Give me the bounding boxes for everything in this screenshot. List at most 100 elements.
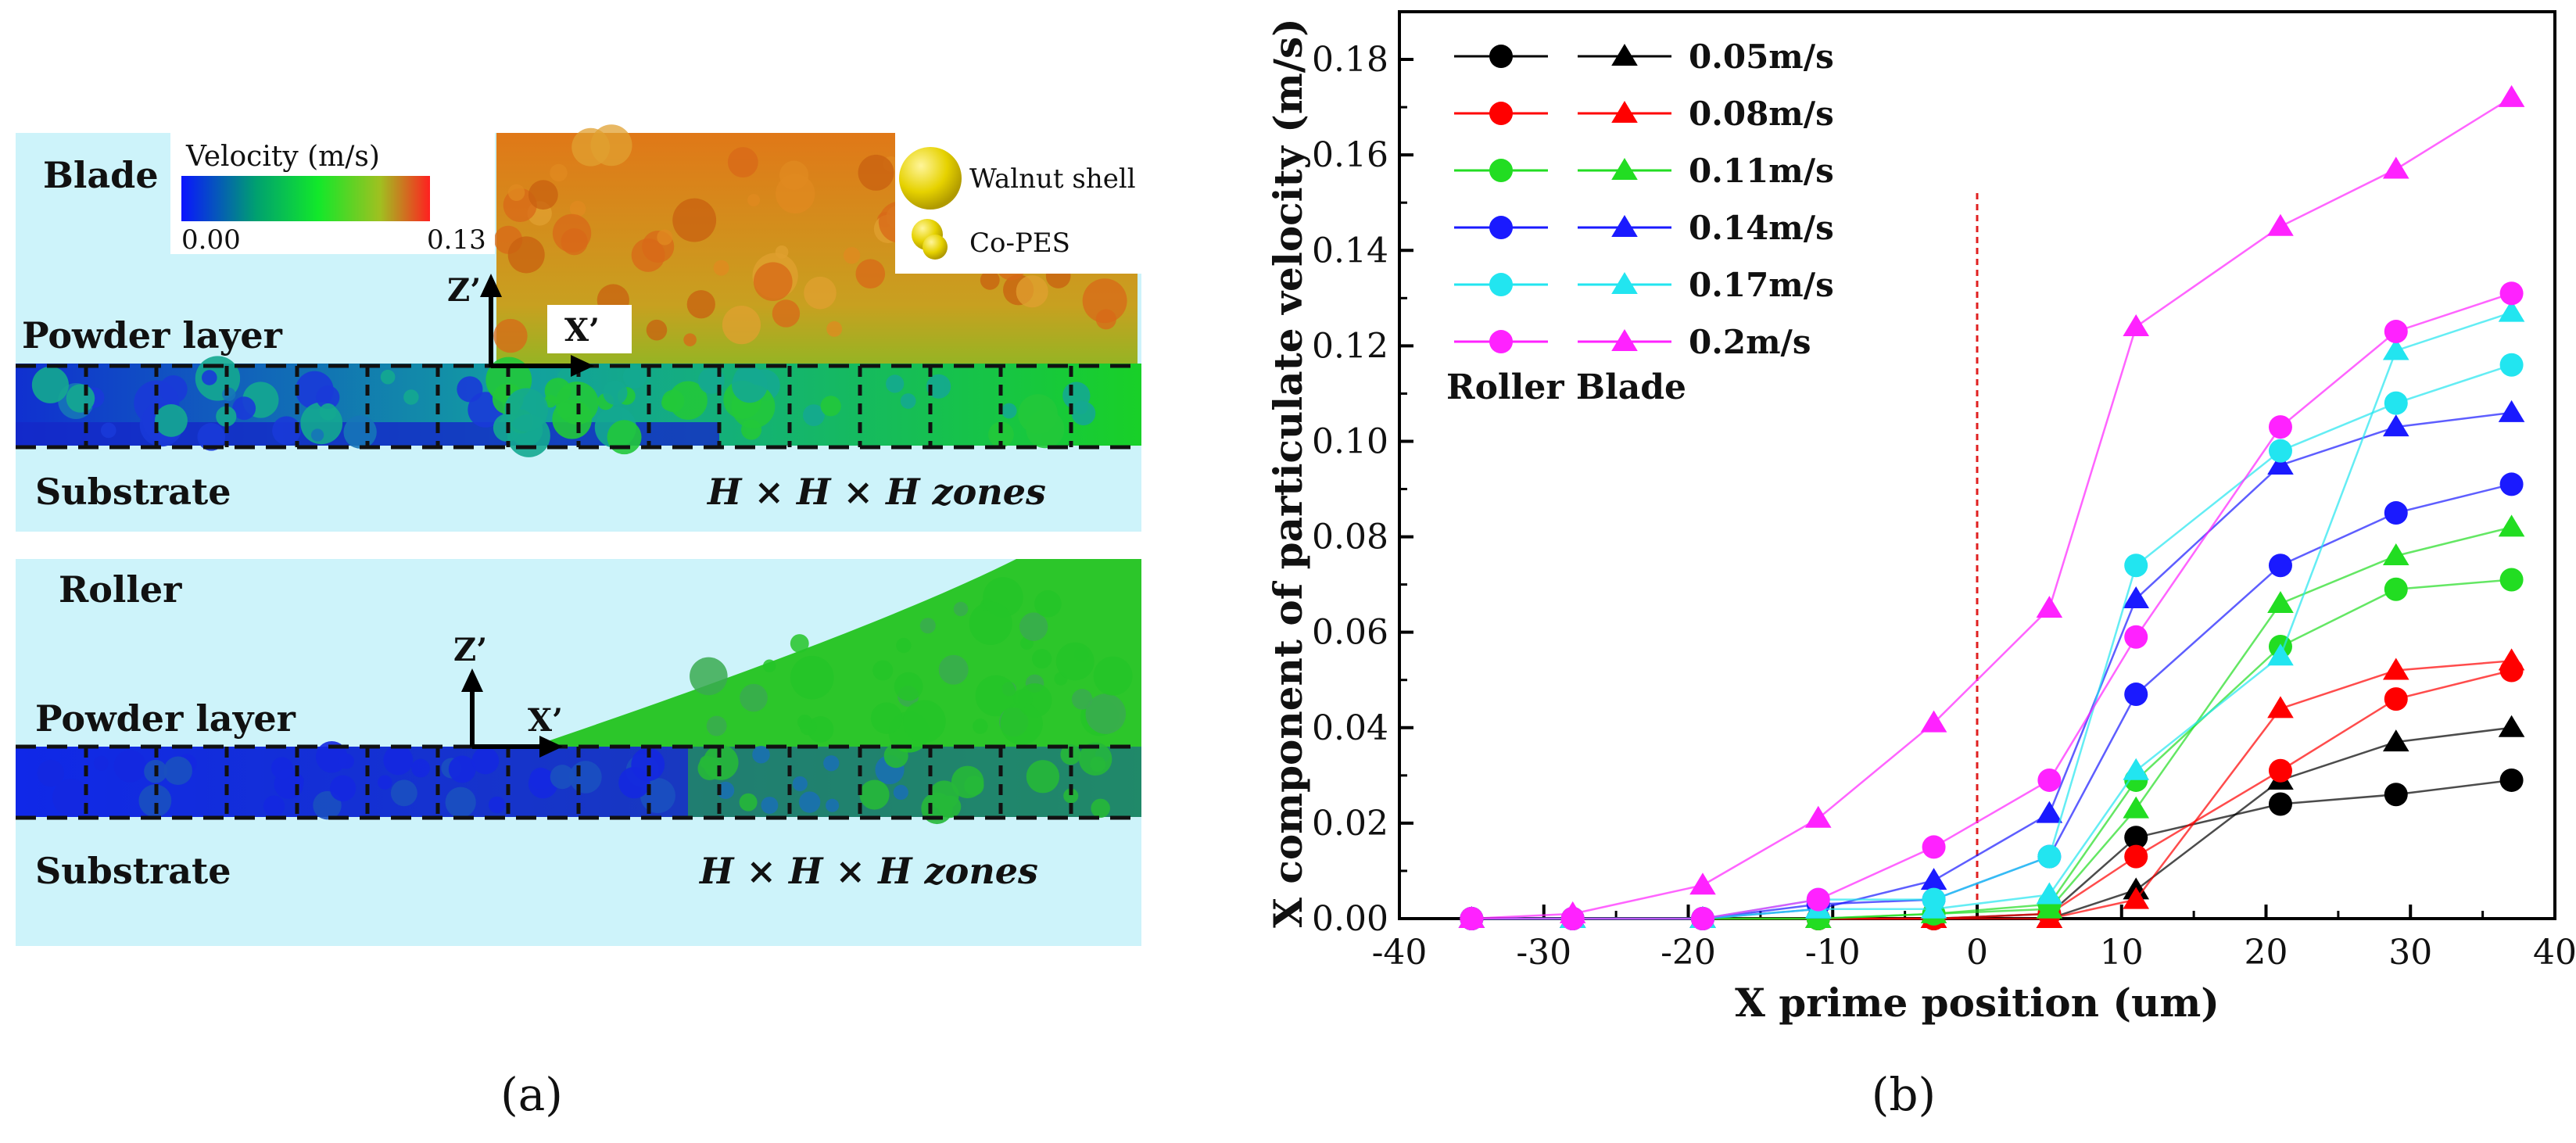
roller-particle [739,793,758,812]
blade-particle [403,389,419,405]
blade-block-particle [657,229,673,245]
blade-block-particle [727,147,758,178]
roller-wedge-particle [1085,693,1127,734]
roller-particle [761,797,779,815]
legend-label: 0.08m/s [1689,95,1834,133]
data-point-circle [2037,844,2062,869]
data-point-triangle [2036,882,2063,905]
blade-particle [544,378,571,404]
legend-marker-circle [1489,45,1513,69]
blade-block-particle [776,174,815,214]
series-0-05m-s-roller [1460,768,2524,930]
blade-particle [803,404,825,427]
y-tick-label: 0.04 [1312,708,1388,748]
data-point-circle [2384,501,2408,525]
legend-marker-triangle [1611,215,1638,238]
series-line [1471,660,2512,920]
blade-particle [661,395,677,411]
data-point-circle [1922,835,1946,859]
blade-zone-dividers [84,366,1073,447]
blade-particle [222,387,236,401]
roller-particle [1063,788,1079,804]
blade-powder-layer-label: Powder layer [22,314,283,357]
data-point-triangle [2382,338,2409,360]
copes-label: Co-PES [969,228,1070,259]
roller-particle [163,756,192,786]
roller-powder-layer-label: Powder layer [35,697,296,740]
blade-particle [159,375,188,403]
legend-entry: 0.11m/s [1454,152,1834,190]
legend-label: 0.11m/s [1689,152,1834,190]
series-0-14m-s-roller [1460,472,2524,930]
series-line [1471,579,2512,920]
roller-zone-dividers [84,747,1073,818]
blade-particle [668,381,708,420]
roller-wedge-particle [1055,642,1095,681]
roller-particle [938,795,962,819]
blade-block-particle [552,213,592,253]
roller-title: Roller [59,568,182,611]
roller-x-axis-label: X’ [528,702,563,739]
plot-frame [1398,10,2556,920]
data-point-triangle [2123,586,2150,608]
x-tick-label: -10 [1805,933,1861,973]
roller-particle [717,781,735,799]
data-point-circle [2499,568,2524,592]
blade-particle [1018,394,1058,434]
data-point-circle [2384,687,2408,711]
x-tick-label: 0 [1966,933,1988,973]
roller-particle [823,755,840,772]
data-point-triangle [2123,758,2150,780]
roller-substrate-label: Substrate [35,850,231,892]
roller-particle [411,758,430,778]
blade-block-particle [507,236,545,274]
y-tick-label: 0.16 [1312,135,1388,175]
data-point-triangle [2498,400,2525,422]
y-ticks: 0.00 0.02 0.04 0.06 0.08 0.10 0.12 0.14 0.16 0.18 [1312,40,1413,939]
data-point-circle [2124,844,2148,869]
roller-particle [378,775,392,790]
roller-wedge-particle [894,672,923,701]
blade-particle [886,374,905,393]
panel-b-label: (b) [1872,1068,1936,1121]
velocity-legend-min: 0.00 [181,224,241,256]
legend-marker-triangle [1611,44,1638,66]
data-point-triangle [2382,414,2409,437]
data-point-triangle [1920,868,1947,890]
data-point-triangle [2267,643,2294,666]
legend-marker-triangle [1611,101,1638,124]
series-0-08m-s-roller [1460,658,2524,930]
blade-particle [232,396,256,421]
blade-particle [504,388,549,432]
roller-particle [859,779,890,810]
x-ticks: -40 -30 -20 -10 0 10 20 30 40 [1372,905,2576,973]
blade-particle [926,374,951,399]
series-layer [1458,84,2525,930]
data-point-triangle [2382,156,2409,179]
velocity-legend-title: Velocity (m/s) [185,141,380,173]
roller-wedge-particle [690,657,728,696]
blade-block-particle [804,276,837,310]
series-line [1471,364,2512,920]
blade-block-particle [753,262,793,302]
blade-block-particle [646,319,668,341]
legend-label: 0.2m/s [1689,323,1811,361]
roller-particle [270,757,293,779]
roller-wedge-particle [919,618,936,634]
roller-particle [113,750,147,783]
blade-particle [603,380,628,405]
series-0-05m-s-blade [1458,715,2525,928]
walnut-shell-marker [899,147,962,210]
series-0-08m-s-blade [1458,648,2525,928]
data-point-circle [2384,783,2408,807]
legend-marker-circle [1489,102,1513,126]
legend-entry: 0.17m/s [1454,266,1834,304]
data-point-triangle [1458,906,1485,928]
legend-marker-circle [1489,273,1513,297]
series-line [1471,669,2512,920]
blade-particle [319,403,337,421]
roller-particle [826,798,840,812]
velocity-chart: -40 -30 -20 -10 0 10 20 30 40 0.000.020.040.060.… [1265,10,2576,1026]
series-line [1471,726,2512,920]
